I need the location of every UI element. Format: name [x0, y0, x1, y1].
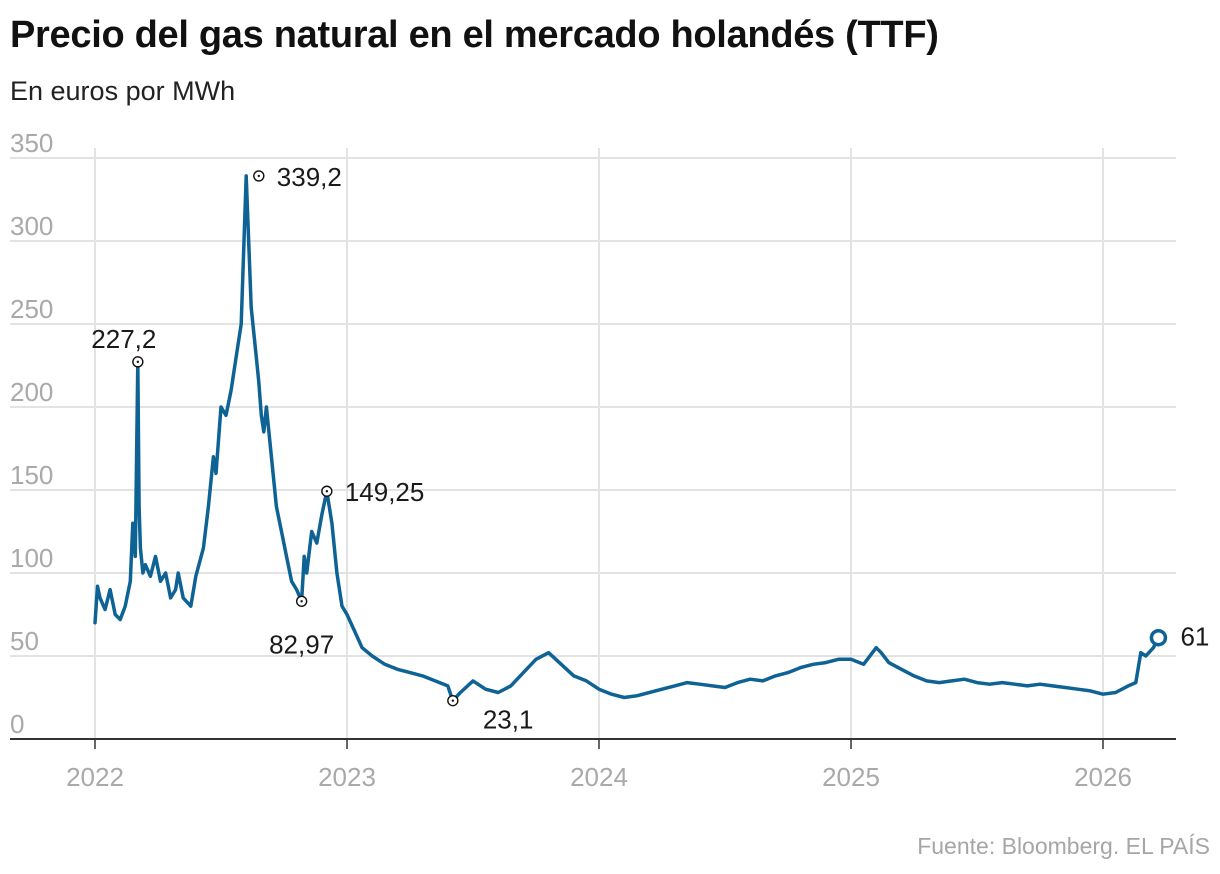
y-tick-label: 300 [10, 211, 53, 241]
x-tick-label: 2023 [318, 762, 376, 792]
annotation-label: 82,97 [269, 629, 334, 659]
annotation-marker-dot [300, 600, 303, 603]
y-tick-label: 0 [10, 709, 24, 739]
annotation-marker-dot [451, 699, 455, 702]
annotation-label: 149,25 [345, 477, 425, 507]
x-tick-label: 2025 [822, 762, 880, 792]
chart-subtitle: En euros por MWh [10, 76, 236, 106]
x-tick-label: 2022 [66, 762, 124, 792]
x-tick-label: 2026 [1074, 762, 1132, 792]
annotation-label: 227,2 [91, 324, 156, 354]
x-tick-label: 2024 [570, 762, 628, 792]
price-series-line [93, 174, 1161, 703]
y-tick-label: 200 [10, 377, 53, 407]
source-note: Fuente: Bloomberg. EL PAÍS [917, 833, 1210, 859]
y-tick-label: 100 [10, 543, 53, 573]
chart-title: Precio del gas natural en el mercado hol… [10, 14, 939, 56]
annotation-marker-dot [136, 360, 140, 364]
y-tick-label: 150 [10, 460, 53, 490]
y-tick-label: 250 [10, 294, 53, 324]
last-value-marker [1149, 628, 1168, 647]
annotation-label: 23,1 [483, 705, 534, 735]
y-tick-label: 50 [10, 626, 39, 656]
y-tick-label: 350 [10, 128, 53, 158]
annotation-marker-dot [325, 490, 329, 493]
annotation-marker-dot [257, 174, 260, 178]
annotation-label: 61 [1180, 622, 1209, 652]
annotation-label: 339,2 [277, 162, 342, 192]
